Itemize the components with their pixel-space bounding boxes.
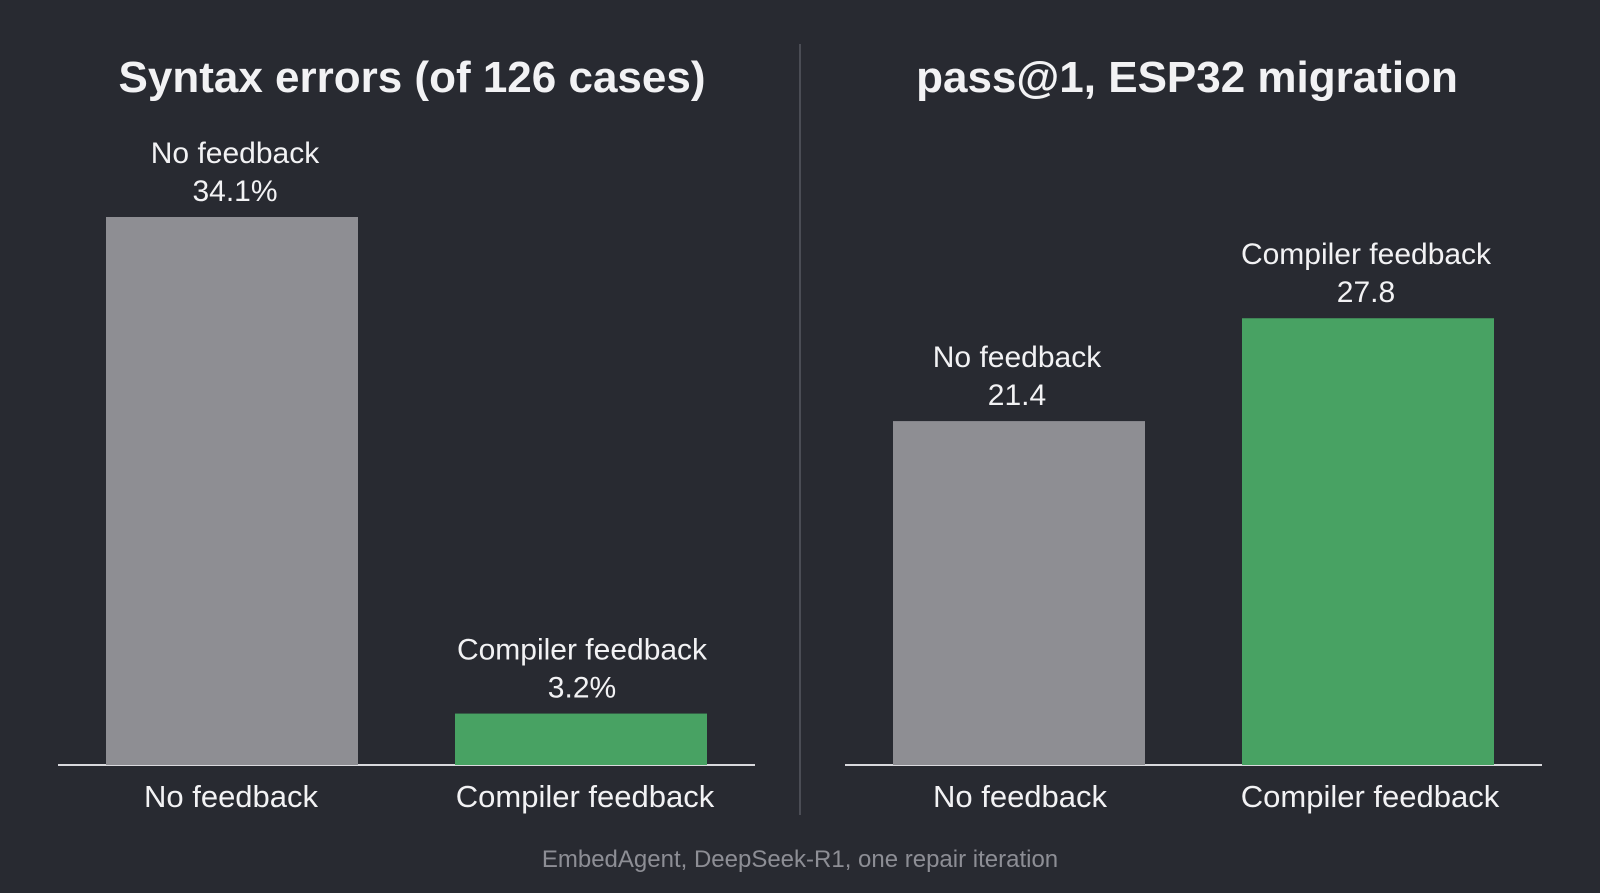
pass-at-1-bar-compiler-feedback	[1242, 318, 1494, 765]
syntax-errors-tick-label: No feedback	[144, 779, 319, 814]
syntax-errors-panel: Syntax errors (of 126 cases) No feedback…	[58, 53, 755, 814]
syntax-errors-bar-compiler-feedback	[455, 713, 707, 765]
pass-at-1-bar-no-feedback	[893, 421, 1145, 765]
pass-at-1-panel: pass@1, ESP32 migration No feedback Comp…	[845, 53, 1542, 814]
syntax-errors-title: Syntax errors (of 126 cases)	[119, 53, 706, 102]
syntax-errors-bar-value: 3.2%	[548, 672, 616, 705]
pass-at-1-title: pass@1, ESP32 migration	[916, 53, 1458, 102]
syntax-errors-bar-label: Compiler feedback	[457, 634, 708, 667]
syntax-errors-tick-label: Compiler feedback	[456, 779, 715, 814]
syntax-errors-bar-value: 34.1%	[192, 175, 277, 208]
syntax-errors-bar-label: No feedback	[151, 137, 320, 170]
pass-at-1-bar-value: 27.8	[1337, 276, 1395, 309]
pass-at-1-bar-value: 21.4	[988, 379, 1046, 412]
pass-at-1-bar-label: No feedback	[933, 341, 1102, 374]
chart-caption: EmbedAgent, DeepSeek-R1, one repair iter…	[542, 846, 1058, 873]
pass-at-1-bar-label: Compiler feedback	[1241, 238, 1492, 271]
syntax-errors-bar-no-feedback	[106, 217, 358, 765]
pass-at-1-tick-label: No feedback	[933, 779, 1108, 814]
pass-at-1-tick-label: Compiler feedback	[1241, 779, 1500, 814]
